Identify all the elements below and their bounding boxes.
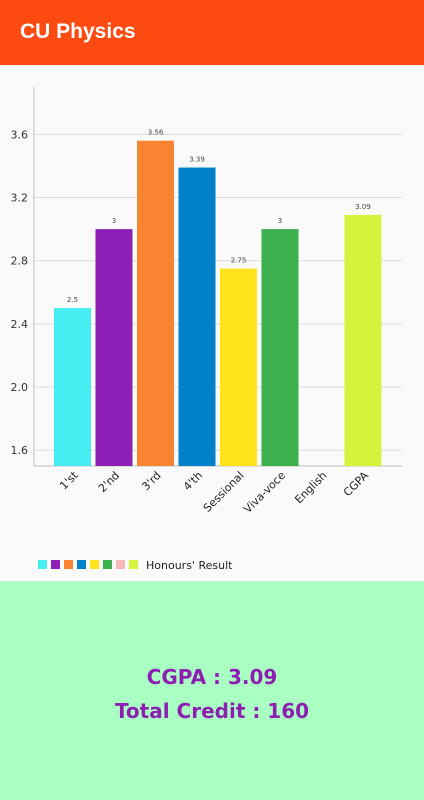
- bar-value-label: 2.5: [67, 296, 78, 304]
- y-tick-label: 1.6: [11, 444, 29, 457]
- legend-swatch: [90, 560, 99, 569]
- y-tick-label: 2.8: [11, 255, 29, 268]
- bar-sessional: [220, 268, 257, 466]
- legend-label: Honours' Result: [146, 559, 233, 572]
- x-tick-label: CGPA: [341, 469, 372, 500]
- bar-3-rd: [137, 140, 174, 467]
- x-tick-label: 2'nd: [96, 469, 122, 495]
- bar-value-label: 3.09: [355, 203, 371, 211]
- bar-1-st: [54, 308, 91, 466]
- bar-value-label: 3: [112, 217, 116, 225]
- y-tick-label: 3.2: [11, 192, 29, 205]
- total-credit-text: Total Credit : 160: [114, 699, 310, 723]
- bar-value-label: 3.39: [189, 156, 205, 164]
- x-tick-label: 1'st: [57, 468, 81, 492]
- x-tick-label: 4'th: [181, 469, 205, 493]
- bar-4-th: [178, 167, 216, 466]
- y-tick-label: 2.4: [11, 318, 29, 331]
- bar-value-label: 3.56: [148, 129, 164, 137]
- x-tick-label: English: [292, 469, 329, 506]
- y-tick-label: 3.6: [11, 128, 29, 141]
- legend-swatch: [129, 560, 138, 569]
- legend-swatch: [38, 560, 47, 569]
- legend-swatch: [64, 560, 73, 569]
- y-tick-label: 2.0: [11, 381, 29, 394]
- bar-chart: 1.6 2.0 2.4 2.8 3.2 3.6 2.5 1'st 3 2'nd 3.56 3'rd 3.…: [11, 87, 402, 572]
- bar-value-label: 2.75: [231, 257, 247, 265]
- legend-swatch: [116, 560, 125, 569]
- summary-panel: CGPA : 3.09 Total Credit : 160: [0, 581, 424, 800]
- x-tick-label: Sessional: [201, 469, 247, 515]
- cgpa-text: CGPA : 3.09: [146, 665, 278, 689]
- x-tick-label: Viva-voce: [241, 469, 288, 516]
- legend-swatch: [51, 560, 60, 569]
- bar-value-label: 3: [278, 217, 282, 225]
- legend-swatch: [103, 560, 112, 569]
- bar-viva-voce: [261, 229, 299, 466]
- legend-swatch: [77, 560, 86, 569]
- x-tick-label: 3'rd: [139, 469, 163, 493]
- chart-area: 1.6 2.0 2.4 2.8 3.2 3.6 2.5 1'st 3 2'nd 3.56 3'rd 3.…: [0, 65, 424, 581]
- app-title: CU Physics: [20, 20, 136, 43]
- app-bar: CU Physics: [0, 0, 424, 65]
- bar-cgpa: [344, 214, 382, 466]
- bar-2-nd: [95, 229, 133, 466]
